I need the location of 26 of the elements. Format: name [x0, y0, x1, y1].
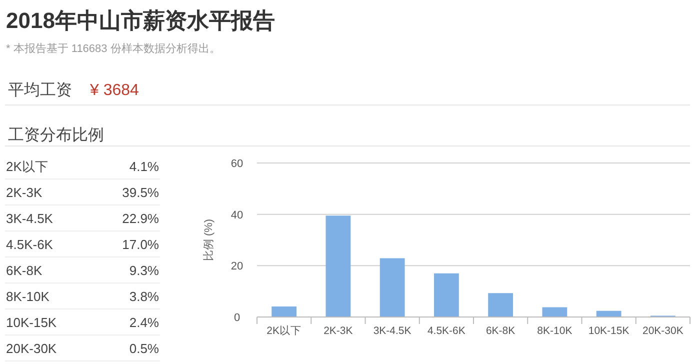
ytick: 60 — [230, 158, 244, 170]
ylabel: 比例 (%) — [203, 218, 215, 262]
annotation: 10K-15K — [6, 315, 57, 330]
annotation: 4.1% — [129, 159, 159, 174]
annotation: 39.5% — [122, 185, 159, 200]
annotation: ¥ 3684 — [90, 82, 139, 99]
annotation: 20K-30K — [6, 341, 57, 356]
annotation: 6K-8K — [6, 263, 42, 278]
ytick: 40 — [230, 209, 244, 222]
annotation: 3K-4.5K — [6, 211, 53, 226]
ytick: 20 — [230, 260, 244, 273]
annotation: 4.5K-6K — [6, 237, 53, 252]
annotation: 2.4% — [129, 315, 159, 330]
annotation: 3.8% — [129, 289, 159, 304]
title: 2018年中山市薪资水平报告 — [6, 8, 275, 33]
annotation: 8K-10K — [6, 289, 50, 304]
annotation: 2K-3K — [6, 185, 42, 200]
annotation: 工资分布比例 — [8, 127, 104, 144]
subtitle: * 本报告基于 116683 份样本数据分析得出。 — [6, 43, 220, 55]
annotation: 2K以下 — [6, 159, 48, 174]
ytick: 0 — [234, 312, 240, 324]
annotation: 平均工资 — [8, 82, 72, 99]
annotation: 9.3% — [129, 263, 159, 278]
annotation: 22.9% — [122, 211, 159, 226]
annotation: 0.5% — [129, 341, 159, 356]
annotation: 17.0% — [122, 237, 159, 252]
